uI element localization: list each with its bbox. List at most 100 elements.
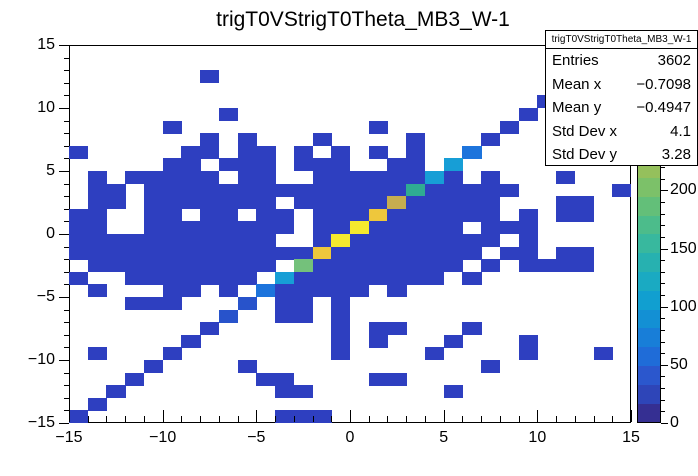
heatmap-cell [237,171,257,185]
heatmap-cell [275,372,295,386]
heatmap-cell [331,334,351,348]
heatmap-cell [556,171,576,185]
heatmap-cell [350,208,370,222]
heatmap-cell [312,221,332,235]
x-minor-tick [499,416,501,422]
y-axis-label: 0 [46,225,55,242]
y-minor-tick [64,145,69,147]
heatmap-cell [350,196,370,210]
stats-row: Mean y −0.4947 [546,96,697,120]
heatmap-cell [387,221,407,235]
heatmap-cell [256,221,276,235]
y-major-tick [59,423,69,424]
heatmap-cell [518,246,538,260]
heatmap-cell [293,410,314,424]
y-axis-label: 10 [37,99,55,116]
heatmap-cell [406,234,426,248]
heatmap-cell [237,271,257,285]
z-minor-tick [661,341,665,343]
heatmap-cell [181,145,201,159]
y-axis-label: 15 [37,36,55,53]
x-major-tick [443,410,445,422]
stats-label: Std Dev x [552,122,618,140]
heatmap-cell [218,158,239,172]
heatmap-cell [443,259,463,273]
palette-band [638,177,660,197]
stats-row: Std Dev y 3.28 [546,143,697,167]
heatmap-cell [87,234,107,248]
heatmap-cell [312,234,332,248]
heatmap-cell [181,158,201,172]
heatmap-cell [69,208,89,222]
heatmap-cell [312,158,332,172]
y-minor-tick [64,208,69,210]
heatmap-cell [181,259,201,273]
heatmap-cell [424,196,445,210]
z-minor-tick [661,295,665,297]
heatmap-cell [69,221,89,235]
heatmap-cell [481,221,501,235]
z-minor-tick [661,271,665,273]
heatmap-cell [275,246,295,260]
z-minor-tick [661,318,665,320]
heatmap-cell [293,284,314,298]
z-axis-label: 0 [670,414,679,431]
heatmap-cell [312,183,332,197]
z-axis-label: 100 [670,297,697,315]
heatmap-cell [312,284,332,298]
stats-rows: Entries 3602 Mean x −0.7098 Mean y −0.4947 Std… [546,49,697,167]
heatmap-cell [443,221,463,235]
heatmap-cell [69,234,89,248]
palette-band [638,346,660,367]
heatmap-cell [106,196,126,210]
heatmap-cell [275,183,295,197]
palette-band [638,234,660,254]
histogram-frame [69,45,632,424]
heatmap-cell [387,196,407,210]
heatmap-cell [368,322,388,336]
x-minor-tick [293,416,295,422]
heatmap-cell [293,183,314,197]
heatmap-cell [312,208,332,222]
heatmap-cell [424,171,445,185]
z-minor-tick [661,202,665,204]
heatmap-cell [406,271,426,285]
x-minor-tick [312,416,314,422]
heatmap-cell [387,284,407,298]
heatmap-cell [462,196,482,210]
heatmap-cell [181,334,201,348]
x-minor-tick [181,416,183,422]
z-major-tick [661,364,668,366]
heatmap-cell [69,410,89,424]
x-minor-tick [125,416,127,422]
heatmap-cell [162,297,182,311]
heatmap-cell [275,309,295,323]
heatmap-cell [69,246,89,260]
stats-row: Mean x −0.7098 [546,73,697,97]
heatmap-cell [87,183,107,197]
heatmap-cell [556,259,576,273]
stats-value: 3.28 [661,146,691,164]
heatmap-cell [106,385,126,399]
heatmap-cell [406,221,426,235]
heatmap-cell [443,334,463,348]
heatmap-cell [331,208,351,222]
heatmap-cell [462,246,482,260]
heatmap-cell [518,347,538,361]
heatmap-cell [293,246,314,260]
heatmap-cell [162,120,182,134]
heatmap-cell [218,284,239,298]
heatmap-cell [87,171,107,185]
x-minor-tick [87,416,89,422]
x-minor-tick [368,416,370,422]
heatmap-cell [443,196,463,210]
palette-band [638,271,660,291]
heatmap-cell [462,322,482,336]
heatmap-cell [218,234,239,248]
heatmap-cell [69,145,89,159]
heatmap-cell [312,271,332,285]
z-minor-tick [661,353,665,355]
heatmap-cell [293,259,314,273]
stats-label: Entries [552,52,599,70]
heatmap-cell [218,196,239,210]
